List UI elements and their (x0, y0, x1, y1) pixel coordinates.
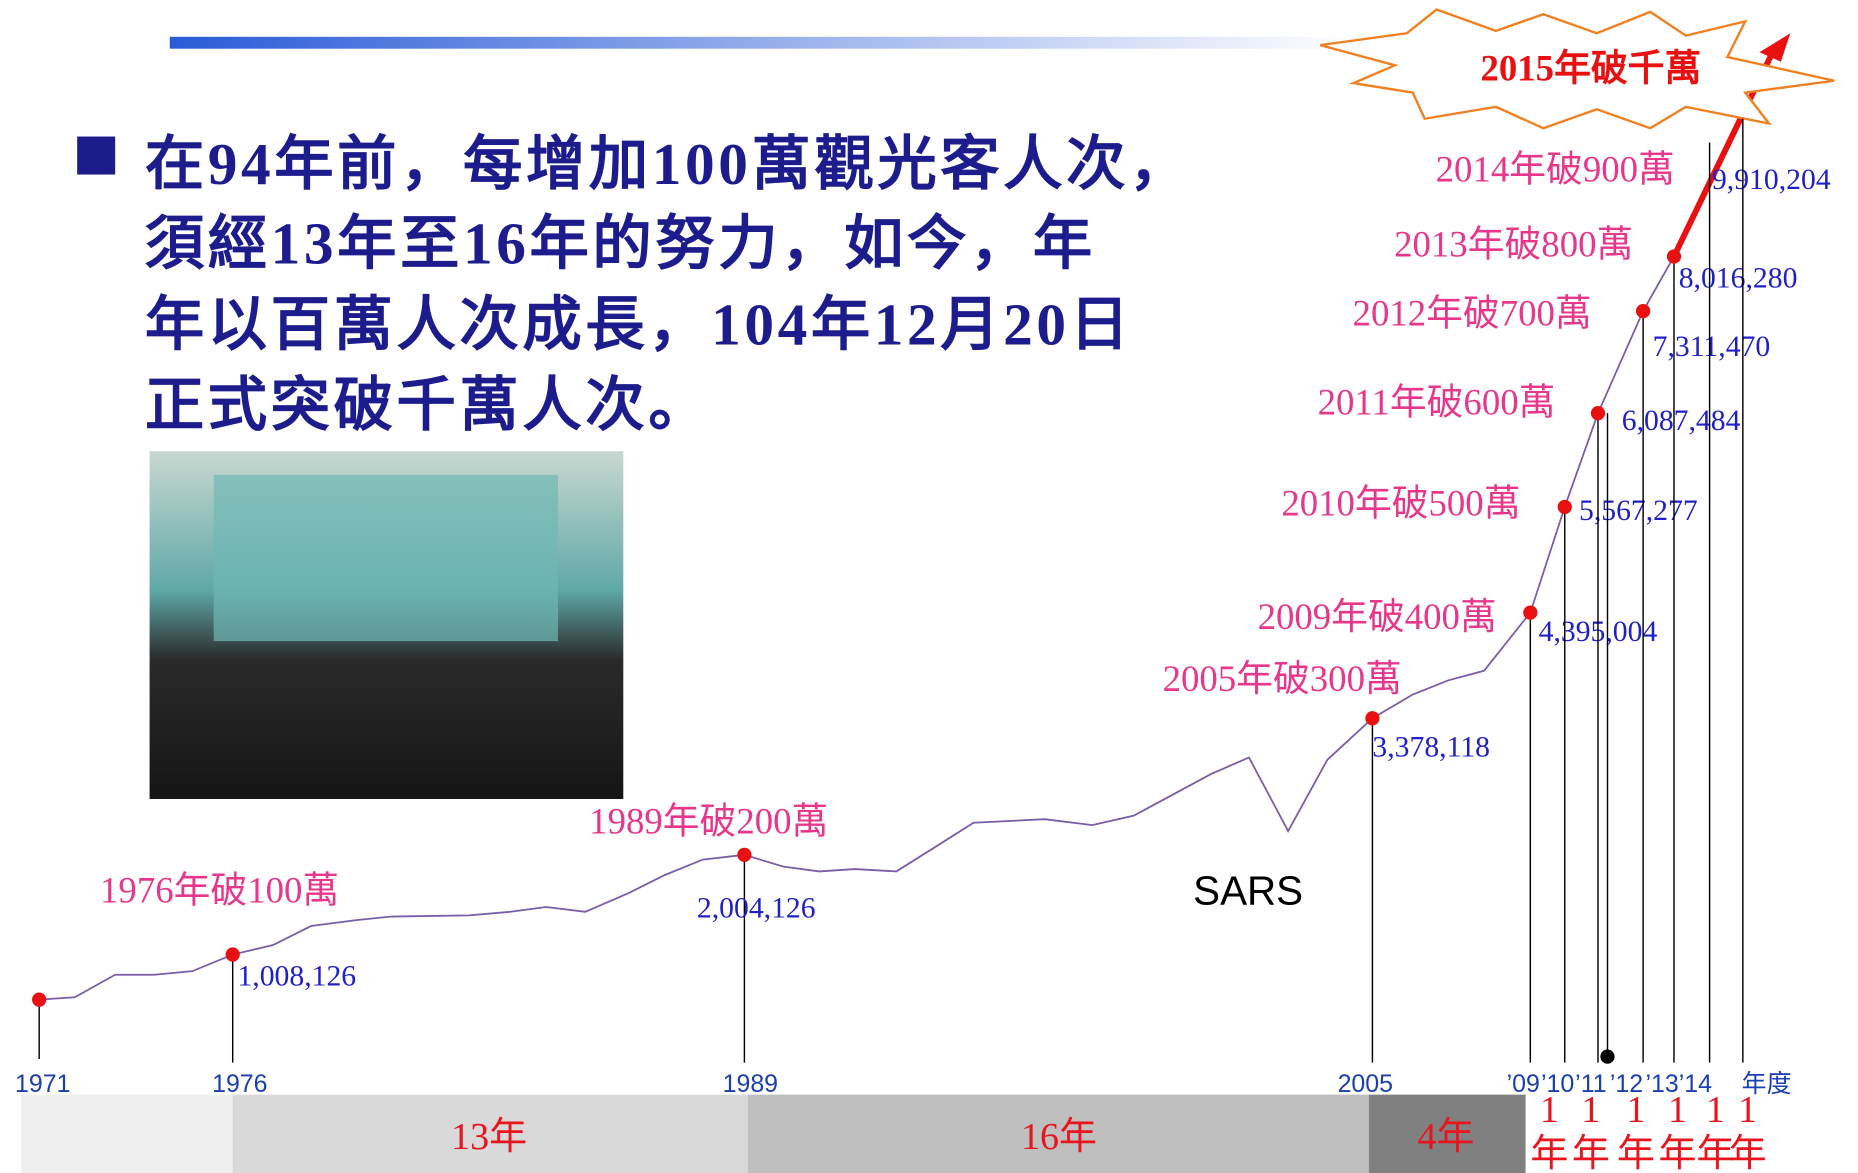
milestone-label: 1989年破200萬 (589, 800, 828, 841)
milestone-label: 1976年破100萬 (100, 869, 339, 910)
year-label: 年度 (1742, 1070, 1792, 1098)
burst-label: 2015年破千萬 (1480, 48, 1701, 89)
milestone-dot (32, 992, 47, 1007)
year-label: ’11 (1575, 1070, 1606, 1098)
milestone-label: 2014年破900萬 (1436, 149, 1675, 190)
milestone-value: 6,087,484 (1622, 405, 1741, 437)
year-label: ’14 (1679, 1070, 1712, 1098)
year-label: ’12 (1610, 1070, 1643, 1098)
bullet-line: 正式突破千萬人次。 (145, 372, 711, 438)
period-band (21, 1094, 1526, 1173)
year-label: ’10 (1541, 1070, 1574, 1098)
arrow-head (1759, 33, 1791, 62)
milestone-dot (225, 947, 240, 962)
period-unit: 年 (1697, 1133, 1735, 1173)
period-num: 1 (1581, 1089, 1600, 1131)
period-unit: 年 (1617, 1133, 1655, 1173)
milestone-dot (737, 847, 752, 862)
burst (1319, 8, 1835, 130)
period-label: 13年 (451, 1116, 527, 1158)
milestone-value: 1,008,126 (237, 960, 356, 992)
milestone-dot (1365, 711, 1380, 726)
milestone-label: 2010年破500萬 (1281, 482, 1520, 523)
period-num: 1 (1668, 1089, 1687, 1131)
top-bar (169, 36, 1357, 49)
period-unit: 年 (1572, 1133, 1610, 1173)
sars-note: SARS (1193, 868, 1303, 914)
period-num: 1 (1706, 1089, 1725, 1131)
period-unit: 年 (1659, 1133, 1697, 1173)
milestone-value: 2,004,126 (697, 893, 816, 925)
period-label: 4年 (1418, 1116, 1475, 1158)
milestone-label: 2005年破300萬 (1163, 658, 1402, 699)
milestone-dot (1557, 499, 1572, 515)
milestone-label: 2011年破600萬 (1318, 381, 1556, 422)
milestone-dot (1635, 303, 1651, 319)
milestone-dot (1523, 605, 1538, 620)
milestone-dot (1666, 249, 1682, 264)
milestone-value: 8,016,280 (1679, 262, 1798, 294)
period-unit: 年 (1530, 1133, 1568, 1173)
period-label: 16年 (1021, 1116, 1097, 1158)
milestone-label: 2012年破700萬 (1353, 292, 1592, 333)
milestone-dot (1590, 406, 1606, 421)
bullet-line: 須經13年至16年的努力，如今，年 (145, 211, 1096, 277)
year-label: 1989 (723, 1070, 778, 1098)
trend-line (39, 256, 1675, 1001)
photo-screen (213, 474, 558, 642)
period-num: 1 (1540, 1089, 1559, 1131)
bullet-line: 在94年前，每增加100萬觀光客人次， (145, 131, 1192, 197)
milestone-value: 7,311,470 (1653, 331, 1771, 363)
year-label: ’13 (1645, 1070, 1678, 1098)
period-num: 1 (1626, 1089, 1645, 1131)
milestone-value: 9,910,204 (1712, 164, 1831, 196)
year-label: 1976 (212, 1070, 267, 1098)
year-label: ’09 (1507, 1070, 1540, 1098)
year-label: 1971 (15, 1070, 70, 1098)
bullet-line: 年以百萬人次成長，104年12月20日 (145, 291, 1133, 357)
milestone-label: 2009年破400萬 (1258, 596, 1497, 637)
period-num: 1 (1738, 1089, 1757, 1131)
milestone-value: 3,378,118 (1372, 731, 1490, 763)
bullet-square (77, 136, 116, 175)
period-unit: 年 (1729, 1133, 1767, 1173)
milestone-label: 2013年破800萬 (1394, 223, 1633, 264)
milestone-value: 5,567,277 (1579, 495, 1698, 527)
year-label: 2005 (1338, 1070, 1393, 1098)
